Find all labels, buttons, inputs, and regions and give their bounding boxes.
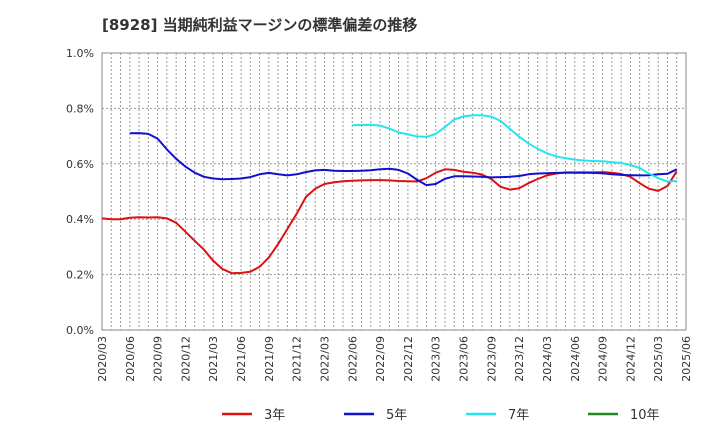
x-tick-label: 2023/03 [430,336,443,382]
x-tick-label: 2023/09 [485,336,498,382]
y-axis: 0.0% 0.2% 0.4% 0.6% 0.8% 1.0% [66,47,94,337]
plot-area [101,52,687,331]
x-tick-label: 2025/06 [680,336,693,382]
series-line [129,132,678,187]
y-tick-label: 1.0% [66,47,94,60]
legend-label: 10年 [630,408,660,423]
y-tick-label: 0.8% [66,102,94,115]
x-tick-label: 2021/06 [235,336,248,382]
x-tick-label: 2022/06 [346,336,359,382]
x-tick-label: 2022/09 [374,336,387,382]
x-tick-label: 2023/12 [513,336,526,382]
x-tick-label: 2020/03 [96,336,109,382]
series-lines [101,114,678,275]
plot-frame [101,52,687,331]
series-line [352,114,677,183]
x-tick-label: 2024/09 [597,336,610,382]
x-tick-label: 2020/12 [179,336,192,382]
legend-label: 3年 [264,408,285,423]
legend: 3年 5年 7年 10年 [222,408,660,423]
x-tick-label: 2020/06 [124,336,137,382]
x-tick-label: 2021/09 [263,336,276,382]
x-tick-label: 2024/06 [569,336,582,382]
y-tick-label: 0.0% [66,324,94,337]
legend-label: 7年 [508,408,529,423]
y-tick-label: 0.2% [66,269,94,282]
x-axis: 2020/03 2020/06 2020/09 2020/12 2021/03 2021/… [96,336,693,382]
x-tick-label: 2024/12 [624,336,637,382]
x-tick-label: 2024/03 [541,336,554,382]
x-tick-label: 2025/03 [652,336,665,382]
x-tick-label: 2021/12 [291,336,304,382]
chart-title: [8928] 当期純利益マージンの標準偏差の推移 [102,16,417,34]
x-tick-label: 2023/06 [458,336,471,382]
y-tick-label: 0.6% [66,158,94,171]
x-tick-label: 2021/03 [207,336,220,382]
legend-label: 5年 [386,408,407,423]
grid [102,53,686,330]
x-tick-label: 2022/03 [318,336,331,382]
y-tick-label: 0.4% [66,213,94,226]
x-tick-label: 2022/12 [402,336,415,382]
x-tick-label: 2020/09 [152,336,165,382]
